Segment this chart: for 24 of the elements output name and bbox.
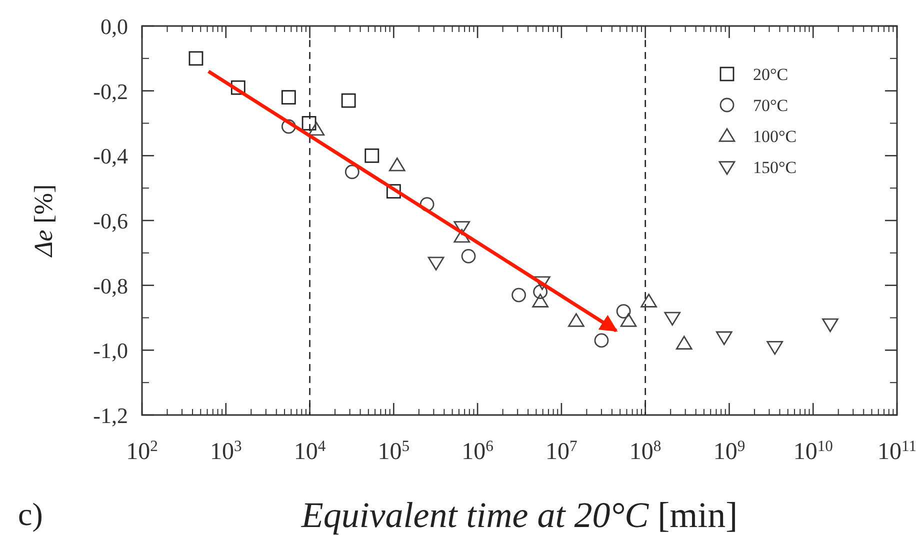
legend-label: 20°C <box>753 65 788 84</box>
y-tick-label: -0,4 <box>93 144 128 169</box>
x-tick-label: 10$^{7}$ <box>546 438 578 465</box>
y-tick-label: -0,2 <box>93 78 128 104</box>
x-tick-label: 10$^{10}$ <box>793 438 834 465</box>
y-tick-label: -1,2 <box>93 403 128 428</box>
text: c) <box>18 496 43 532</box>
x-tick-label: 10$^{11}$ <box>877 438 917 465</box>
legend-label: 150°C <box>753 158 797 177</box>
y-tick-label: -1,0 <box>93 338 128 364</box>
x-tick-label: 10$^{5}$ <box>378 438 410 465</box>
x-axis-title: Equivalent time at 20°C [min] <box>300 495 738 535</box>
x-tick-label: 10$^{4}$ <box>294 438 326 465</box>
x-tick-label: 10$^{6}$ <box>462 438 494 465</box>
y-axis-title: Δe [%] <box>29 184 58 258</box>
legend-label: 70°C <box>753 96 788 115</box>
y-tick-label: -0,8 <box>93 273 128 298</box>
x-tick-label: 10$^{2}$ <box>126 438 158 465</box>
x-tick-label: 10$^{3}$ <box>210 438 242 465</box>
y-tick-label: -0,6 <box>93 208 128 234</box>
y-tick-label: 0,0 <box>100 14 128 39</box>
x-tick-label: 10$^{8}$ <box>629 438 662 465</box>
x-tick-label: 10$^{9}$ <box>713 438 746 465</box>
legend-label: 100°C <box>753 127 797 146</box>
